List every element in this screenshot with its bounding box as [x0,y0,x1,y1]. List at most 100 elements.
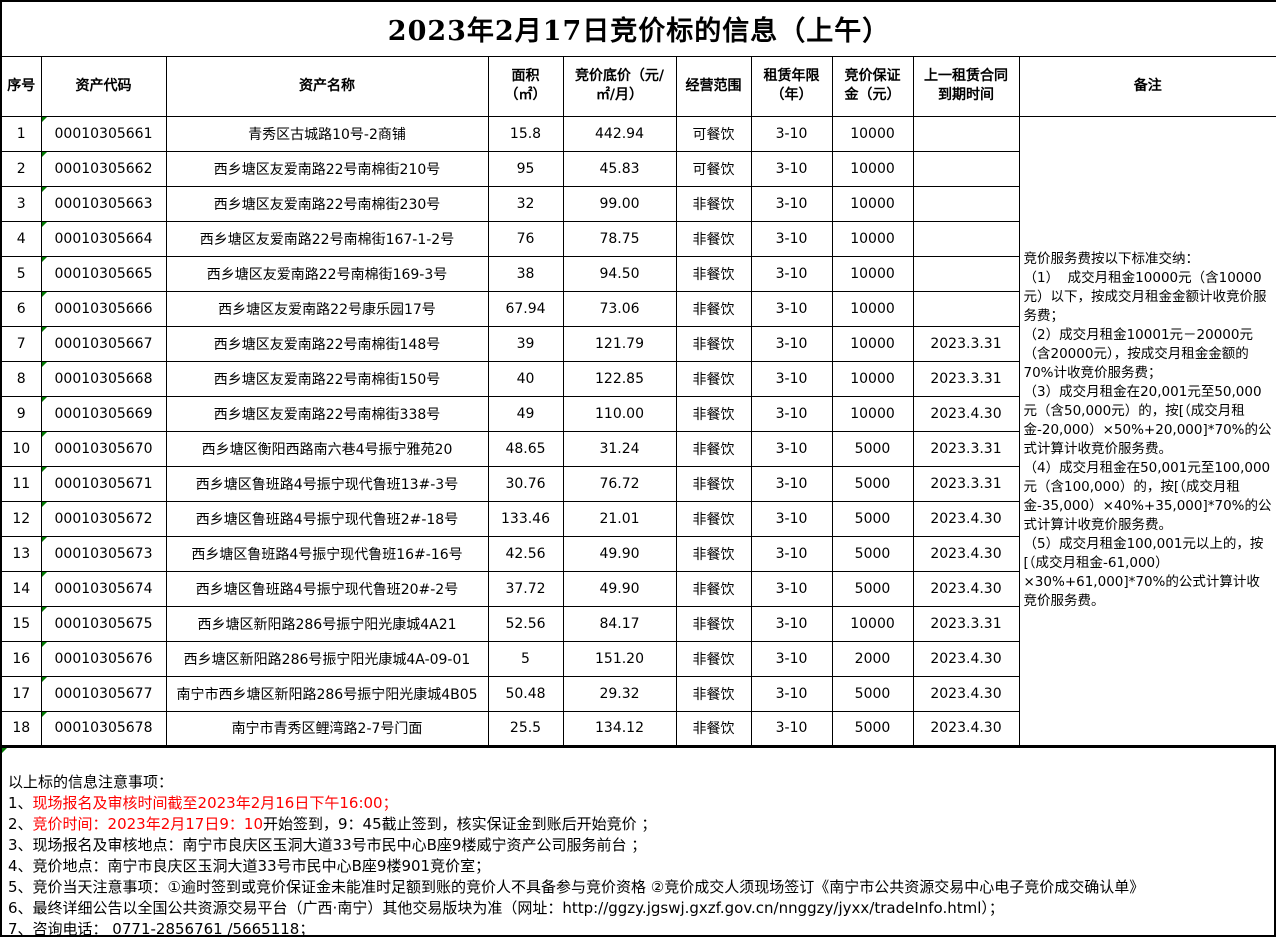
table-cell: 5000 [831,430,914,467]
table-cell: 3-10 [750,220,833,257]
table-cell: 3-10 [750,570,833,607]
table-cell: 2 [0,150,42,187]
table-cell: 14 [0,570,42,607]
table-cell: 5 [0,255,42,292]
table-cell: 29.32 [562,675,677,712]
table-row: 13 00010305673 西乡塘区鲁班路4号振宁现代鲁班16#-16号 42.56… [0,535,1276,572]
table-cell: 非餐饮 [675,605,752,642]
table-row: 14 00010305674 西乡塘区鲁班路4号振宁现代鲁班20#-2号 37.72 4… [0,570,1276,607]
table-cell [912,150,1020,187]
table-cell: 9 [0,395,42,432]
table-cell: 3-10 [750,115,833,152]
column-header: 竞价底价（元/ ㎡/月） [562,55,677,117]
column-header: 上一租赁合同 到期时间 [912,55,1020,117]
table-cell: 11 [0,465,42,502]
table-cell: 5000 [831,570,914,607]
table-row: 10 00010305670 西乡塘区衡阳西路南六巷4号振宁雅苑20 48.65 31.… [0,430,1276,467]
table-cell: 5000 [831,500,914,537]
table-cell: 3-10 [750,325,833,362]
table-cell: 00010305676 [40,640,167,677]
table-cell: 10000 [831,220,914,257]
table-cell: 西乡塘区鲁班路4号振宁现代鲁班2#-18号 [165,500,489,537]
table-cell: 西乡塘区友爱南路22号南棉街148号 [165,325,489,362]
note-line: 1、现场报名及审核时间截至2023年2月16日下午16:00； [8,793,1268,814]
column-header: 序号 [0,55,42,117]
notes-lines: 1、现场报名及审核时间截至2023年2月16日下午16:00； 2、竞价时间：20… [8,793,1268,940]
table-cell: 非餐饮 [675,185,752,222]
table-row: 1 00010305661 青秀区古城路10号-2商铺 15.8 442.94 可餐饮 3-… [0,115,1276,747]
note-highlight-text: 竞价时间：2023年2月17日9：10 [32,815,263,833]
note-line: 4、竞价地点：南宁市良庆区玉洞大道33号市民中心B座9楼901竞价室； [8,856,1268,877]
notes-box: 以上标的信息注意事项： 1、现场报名及审核时间截至2023年2月16日下午16:… [0,747,1276,940]
table-cell: 99.00 [562,185,677,222]
note-highlight-text: 现场报名及审核时间截至2023年2月16日下午16:00； [32,794,398,812]
table-cell: 76 [487,220,564,257]
table-cell: 3 [0,185,42,222]
table-cell: 10000 [831,185,914,222]
table-cell: 40 [487,360,564,397]
table-cell: 10000 [831,605,914,642]
table-cell: 3-10 [750,150,833,187]
table-cell: 青秀区古城路10号-2商铺 [165,115,489,152]
table-cell: 非餐饮 [675,220,752,257]
table-cell: 3-10 [750,185,833,222]
table-cell: 非餐饮 [675,290,752,327]
notes-heading: 以上标的信息注意事项： [8,773,174,791]
table-cell: 可餐饮 [675,115,752,152]
table-row: 17 00010305677 南宁市西乡塘区新阳路286号振宁阳光康城4B05 50.… [0,675,1276,712]
table-cell: 南宁市青秀区鲤湾路2-7号门面 [165,710,489,747]
table-cell: 10000 [831,115,914,152]
table-cell [912,220,1020,257]
table-cell: 49 [487,395,564,432]
note-line: 3、现场报名及审核地点：南宁市良庆区玉洞大道33号市民中心B座9楼威宁资产公司服… [8,835,1268,856]
table-cell: 西乡塘区友爱南路22号南棉街338号 [165,395,489,432]
table-cell: 42.56 [487,535,564,572]
column-header: 备注 [1018,55,1276,117]
note-text: 4、竞价地点：南宁市良庆区玉洞大道33号市民中心B座9楼901竞价室； [8,857,491,875]
table-cell: 00010305673 [40,535,167,572]
note-line: 2、竞价时间：2023年2月17日9：10开始签到，9：45截止签到，核实保证金… [8,814,1268,835]
table-cell: 西乡塘区新阳路286号振宁阳光康城4A-09-01 [165,640,489,677]
table-cell: 2023.4.30 [912,710,1020,747]
table-cell: 非餐饮 [675,465,752,502]
note-line: 6、最终详细公告以全国公共资源交易平台（广西·南宁）其他交易版块为准（网址：ht… [8,898,1268,919]
table-cell [912,255,1020,292]
table-cell: 00010305667 [40,325,167,362]
table-cell: 49.90 [562,570,677,607]
table-cell: 00010305675 [40,605,167,642]
table-cell: 西乡塘区鲁班路4号振宁现代鲁班20#-2号 [165,570,489,607]
table-cell: 西乡塘区友爱南路22号康乐园17号 [165,290,489,327]
table-cell: 10000 [831,395,914,432]
table-cell: 121.79 [562,325,677,362]
table-row: 18 00010305678 南宁市青秀区鲤湾路2-7号门面 25.5 134.12 非餐… [0,710,1276,747]
table-cell: 2023.4.30 [912,640,1020,677]
table-cell: 7 [0,325,42,362]
table-cell: 50.48 [487,675,564,712]
table-cell: 00010305664 [40,220,167,257]
table-cell: 非餐饮 [675,255,752,292]
note-text: 6、最终详细公告以全国公共资源交易平台（广西·南宁）其他交易版块为准（网址：ht… [8,899,1004,917]
table-cell: 25.5 [487,710,564,747]
table-cell: 134.12 [562,710,677,747]
table-cell: 西乡塘区友爱南路22号南棉街210号 [165,150,489,187]
table-cell: 4 [0,220,42,257]
column-header: 竞价保证 金（元） [831,55,914,117]
table-row: 16 00010305676 西乡塘区新阳路286号振宁阳光康城4A-09-01 5 1… [0,640,1276,677]
table-cell: 3-10 [750,290,833,327]
column-header: 资产代码 [40,55,167,117]
table-cell: 西乡塘区友爱南路22号南棉街169-3号 [165,255,489,292]
note-text: 1、 [8,794,33,812]
table-cell [912,185,1020,222]
table-cell: 48.65 [487,430,564,467]
table-cell: 21.01 [562,500,677,537]
table-cell: 31.24 [562,430,677,467]
table-cell: 2023.3.31 [912,325,1020,362]
table-row: 3 00010305663 西乡塘区友爱南路22号南棉街230号 32 99.00 非餐饮… [0,185,1276,222]
table-cell: 5000 [831,535,914,572]
table-cell: 00010305672 [40,500,167,537]
table-cell: 西乡塘区鲁班路4号振宁现代鲁班16#-16号 [165,535,489,572]
table-cell: 3-10 [750,360,833,397]
table-cell: 00010305666 [40,290,167,327]
table-cell: 00010305678 [40,710,167,747]
table-cell: 151.20 [562,640,677,677]
